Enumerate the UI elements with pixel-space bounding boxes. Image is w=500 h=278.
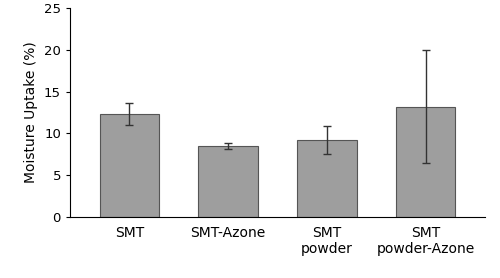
Bar (100, 114, 159, 217)
Bar (298, 140, 356, 217)
Bar (396, 107, 456, 217)
Y-axis label: Moisture Uptake (%): Moisture Uptake (%) (24, 42, 38, 183)
Bar (198, 146, 258, 217)
